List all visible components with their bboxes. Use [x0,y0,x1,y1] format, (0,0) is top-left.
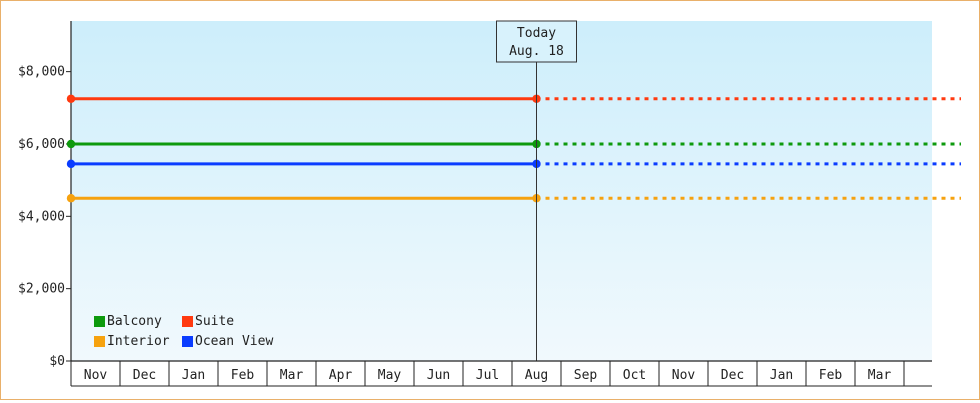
x-tick-label: Jul [476,368,499,383]
series-point [66,159,76,169]
x-tick-label: Jan [770,368,793,383]
today-box [496,20,577,63]
x-tick-label: May [378,368,402,383]
series-point [66,94,76,103]
x-tick-label: Nov [672,368,696,383]
today-date: Aug. 18 [509,44,564,59]
today-marker: Today Aug. 18 [496,20,577,361]
legend-label: Interior [107,334,170,349]
y-tick-label: $2,000 [18,282,65,297]
x-tick-label: Aug [525,368,548,383]
y-axis: $0 $2,000 $4,000 $6,000 $8,000 [18,21,72,369]
x-tick-label: Sep [574,368,598,383]
x-tick-label: Jun [427,368,450,383]
plot-area [71,21,932,361]
x-tick-label: Mar [868,368,892,383]
legend-swatch-suite [182,316,193,327]
legend: Balcony Suite Interior Ocean View [94,314,273,349]
legend-label: Ocean View [195,334,273,349]
series-lines [66,94,961,203]
x-tick-label: Dec [721,368,744,383]
legend-swatch-interior [94,336,105,347]
x-tick-label: Nov [84,368,108,383]
x-tick-label: Feb [819,368,843,383]
x-tick-label: Dec [133,368,156,383]
legend-swatch-balcony [94,316,105,327]
series-point [66,139,76,149]
y-tick-label: $8,000 [18,65,65,80]
x-axis: Nov Dec Jan Feb Mar Apr May Jun Jul Aug Sep Oct Nov D… [70,360,932,387]
x-tick-label: Feb [231,368,255,383]
y-tick-label: $0 [49,354,65,369]
x-tick-label: Oct [623,368,646,383]
legend-label: Suite [195,314,234,329]
legend-label: Balcony [107,314,162,329]
x-tick-label: Jan [182,368,205,383]
x-tick-label: Mar [280,368,304,383]
series-point [66,194,76,203]
legend-swatch-ocean-view [182,336,193,347]
y-tick-label: $4,000 [18,209,65,224]
y-tick-label: $6,000 [18,137,65,152]
x-tick-label: Apr [329,368,353,383]
today-label: Today [517,26,556,41]
